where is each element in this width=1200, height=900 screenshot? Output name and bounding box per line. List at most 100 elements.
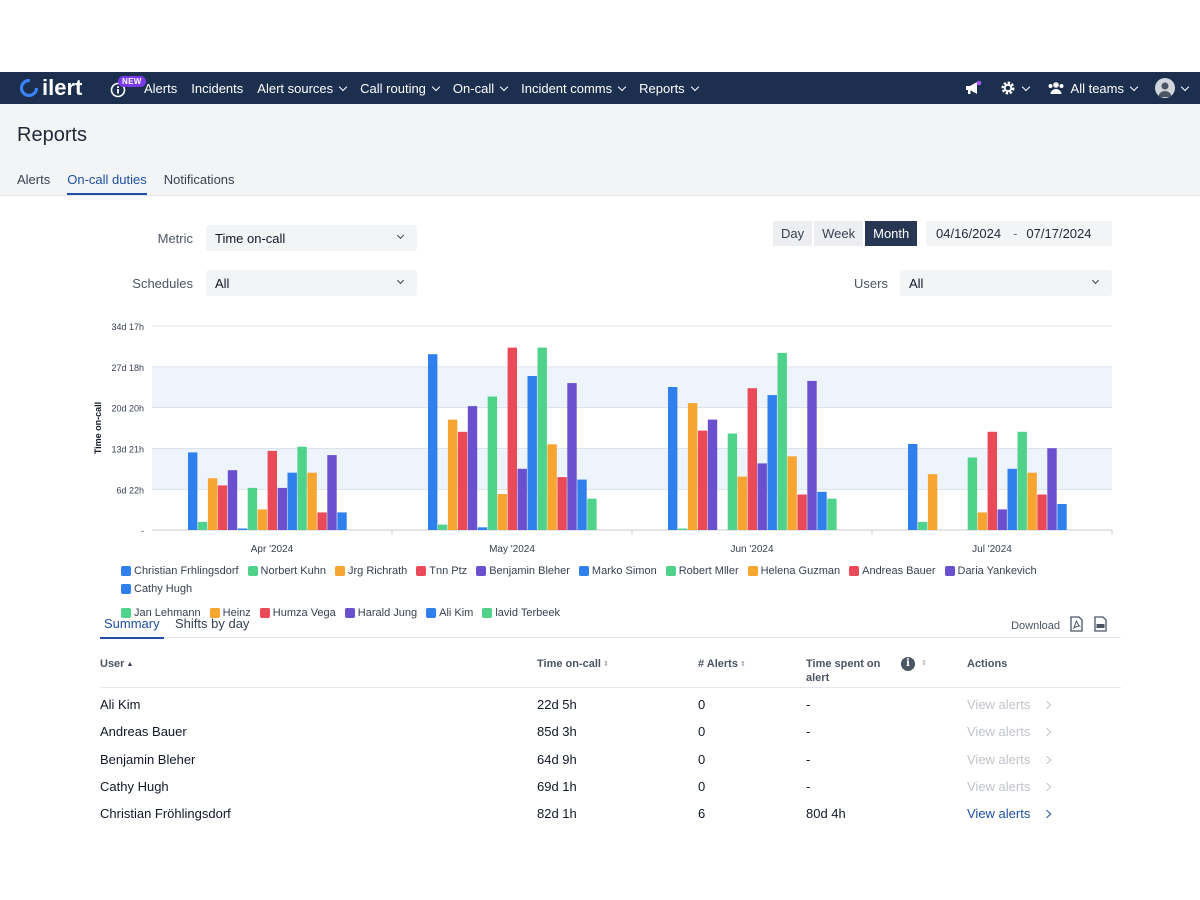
column-header-alerts[interactable]: # Alerts ⇕ [698,658,746,670]
bar-daria-yankevich-0 [277,487,287,530]
alerts-count-cell: 0 [698,724,706,739]
column-header-time-spent[interactable]: Time spent on alert [806,658,881,684]
legend-item[interactable]: Jrg Richrath [334,565,408,577]
ilert-logo[interactable]: ilert [18,75,94,100]
nav-item-reports[interactable]: Reports [632,72,705,104]
bar-cathy-hugh-1 [527,376,537,530]
legend-item[interactable]: Humza Vega [259,607,336,619]
legend-swatch [121,584,131,594]
metric-select[interactable]: Time on-call [206,225,417,251]
tab-summary[interactable]: Summary [100,616,164,639]
bar-benjamin-bleher-2 [707,419,718,530]
nav-item-call-routing[interactable]: Call routing [353,72,446,104]
legend-item[interactable]: Robert Mller [665,565,739,577]
legend-swatch [665,566,676,576]
date-separator: - [1013,226,1018,241]
legend-label: Harald Jung [357,607,418,619]
legend-swatch [334,566,345,576]
bar-jrg-richrath-2 [687,403,698,530]
bar-jan-lehmann-3 [1017,431,1027,530]
granularity-month-button[interactable]: Month [865,221,918,246]
legend-swatch [121,608,131,618]
legend-item[interactable]: Helena Guzman [747,565,840,577]
legend-item[interactable]: Christian Frhlingsdorf [121,565,239,577]
x-tick-label: Jun '2024 [730,544,773,555]
nav-item-incident-comms[interactable]: Incident comms [514,72,632,104]
announcements-button[interactable] [964,72,982,104]
legend-item[interactable]: Andreas Bauer [849,565,936,577]
view-alerts-link: View alerts [967,697,1052,712]
nav-item-alerts[interactable]: Alerts [144,72,184,104]
bar-daria-yankevich-1 [517,468,527,530]
legend-item[interactable]: lavid Terbeek [482,607,560,619]
legend-item[interactable]: Ali Kim [426,607,473,619]
view-alerts-label: View alerts [967,697,1031,712]
page-title: Reports [17,124,88,146]
time-oncall-cell: 64d 9h [537,752,577,767]
bar-andreas-bauer-3 [987,431,997,530]
granularity-day-button[interactable]: Day [773,221,813,246]
chevron-down-icon [396,276,405,285]
avatar [1155,78,1175,98]
bar-heinz-3 [1027,472,1037,530]
nav-item-on-call[interactable]: On-call [446,72,514,104]
legend-label: Jrg Richrath [347,565,408,577]
legend-item[interactable]: Benjamin Bleher [476,565,570,577]
tab-on-call-duties[interactable]: On-call duties [67,172,147,195]
view-alerts-label: View alerts [967,779,1031,794]
schedules-select[interactable]: All [206,270,417,296]
pdf-icon[interactable] [1070,616,1083,632]
y-axis-label: Time on-call [93,402,103,454]
bar-harald-jung-0 [327,455,337,530]
view-alerts-label: View alerts [967,724,1031,739]
chevron-down-icon [1129,82,1139,91]
date-range-picker[interactable]: 04/16/2024 - 07/17/2024 [926,221,1112,246]
user-cell: Cathy Hugh [100,779,169,794]
view-alerts-link[interactable]: View alerts [967,806,1052,821]
legend-item[interactable]: Jan Lehmann [121,607,201,619]
bar-humza-vega-0 [317,512,327,530]
whats-new[interactable]: NEW [110,76,146,100]
chevron-down-icon [690,82,699,91]
legend-item[interactable]: Harald Jung [344,607,418,619]
granularity-week-button[interactable]: Week [814,221,864,246]
tab-shifts-by-day[interactable]: Shifts by day [175,616,250,631]
user-cell: Benjamin Bleher [100,752,196,767]
page-header: Reports Alerts On-call duties Notification… [0,104,1200,196]
y-tick-label: 34d 17h [111,322,144,332]
tab-alerts[interactable]: Alerts [17,172,51,187]
schedules-label: Schedules [132,276,193,291]
legend-item[interactable]: Norbert Kuhn [247,565,326,577]
bar-robert-mller-3 [967,457,978,530]
legend-item[interactable]: Marko Simon [578,565,657,577]
column-header-user[interactable]: User ▲ [100,658,134,670]
bar-marko-simon-1 [477,527,488,530]
alerts-count-cell: 0 [698,752,706,767]
settings-menu[interactable] [1000,72,1030,104]
chevron-right-icon [1043,809,1052,818]
legend-item[interactable]: Heinz [209,607,251,619]
tab-notifications[interactable]: Notifications [163,172,235,187]
bar-jrg-richrath-3 [927,474,938,530]
bar-lavid-terbeek-1 [587,498,597,530]
bar-norbert-kuhn-1 [437,524,448,530]
users-value: All [909,276,924,291]
column-header-time-oncall[interactable]: Time on-call ⇕ [537,658,609,670]
team-selector[interactable]: All teams [1047,72,1139,104]
nav-item-alert-sources[interactable]: Alert sources [250,72,353,104]
legend-swatch [344,608,355,618]
legend-item[interactable]: Tnn Ptz [416,565,467,577]
teams-label: All teams [1070,80,1124,96]
sort-icon[interactable]: ⇕ [921,660,927,667]
bar-daria-yankevich-3 [997,509,1007,530]
gear-icon [1001,81,1015,95]
csv-icon[interactable] [1094,616,1107,632]
time-oncall-cell: 22d 5h [537,697,577,712]
nav-item-incidents[interactable]: Incidents [184,72,250,104]
info-icon[interactable]: i [901,657,915,671]
legend-item[interactable]: Daria Yankevich [944,565,1037,577]
user-menu[interactable] [1155,72,1190,104]
bar-robert-mller-1 [487,396,498,530]
users-select[interactable]: All [900,270,1112,296]
legend-item[interactable]: Cathy Hugh [121,583,192,595]
